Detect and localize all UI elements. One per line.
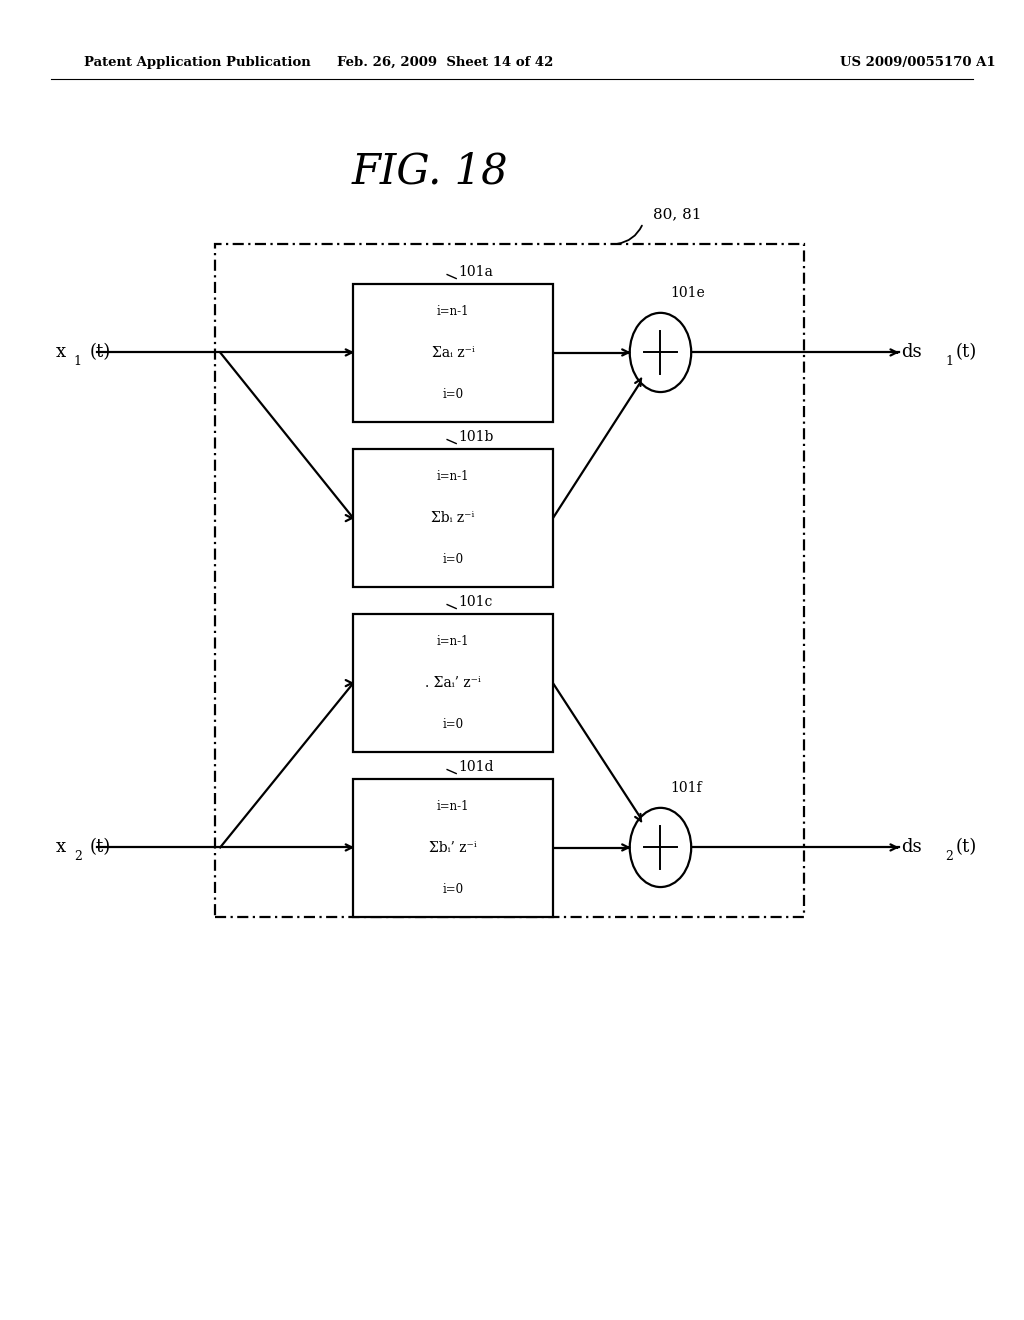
Text: Σaᵢ z⁻ⁱ: Σaᵢ z⁻ⁱ <box>432 346 474 360</box>
Text: 101b: 101b <box>459 429 494 444</box>
Text: i=n-1: i=n-1 <box>437 800 469 813</box>
Circle shape <box>630 808 691 887</box>
Text: 80, 81: 80, 81 <box>653 207 701 222</box>
Text: (t): (t) <box>955 838 977 857</box>
Text: (t): (t) <box>955 343 977 362</box>
Bar <box>353 284 553 422</box>
Circle shape <box>630 313 691 392</box>
Text: 1: 1 <box>74 355 82 368</box>
FancyArrowPatch shape <box>617 226 642 244</box>
Bar <box>353 449 553 587</box>
Text: ds: ds <box>901 838 922 857</box>
Text: x: x <box>55 343 72 362</box>
Text: i=0: i=0 <box>442 718 464 731</box>
Text: i=0: i=0 <box>442 388 464 401</box>
Text: 101c: 101c <box>459 594 493 609</box>
Text: (t): (t) <box>90 838 112 857</box>
Text: i=n-1: i=n-1 <box>437 635 469 648</box>
Text: Feb. 26, 2009  Sheet 14 of 42: Feb. 26, 2009 Sheet 14 of 42 <box>337 55 554 69</box>
Text: (t): (t) <box>90 343 112 362</box>
Bar <box>215 244 804 917</box>
Text: i=0: i=0 <box>442 553 464 566</box>
Text: 101a: 101a <box>459 264 494 279</box>
Text: 101e: 101e <box>671 285 706 300</box>
Text: Σbᵢ z⁻ⁱ: Σbᵢ z⁻ⁱ <box>431 511 475 525</box>
Text: i=n-1: i=n-1 <box>437 470 469 483</box>
Text: ds: ds <box>901 343 922 362</box>
Text: . Σaᵢ’ z⁻ⁱ: . Σaᵢ’ z⁻ⁱ <box>425 676 481 690</box>
Text: 101d: 101d <box>459 759 494 774</box>
Text: 2: 2 <box>74 850 82 863</box>
Text: Σbᵢ’ z⁻ⁱ: Σbᵢ’ z⁻ⁱ <box>429 841 477 855</box>
Text: 2: 2 <box>945 850 953 863</box>
Text: FIG. 18: FIG. 18 <box>352 150 508 193</box>
Bar <box>353 614 553 752</box>
Text: 101f: 101f <box>671 780 702 795</box>
Text: x: x <box>55 838 72 857</box>
Text: US 2009/0055170 A1: US 2009/0055170 A1 <box>840 55 995 69</box>
Text: Patent Application Publication: Patent Application Publication <box>84 55 310 69</box>
Text: i=n-1: i=n-1 <box>437 305 469 318</box>
Text: i=0: i=0 <box>442 883 464 896</box>
Text: 1: 1 <box>945 355 953 368</box>
Bar <box>353 779 553 917</box>
